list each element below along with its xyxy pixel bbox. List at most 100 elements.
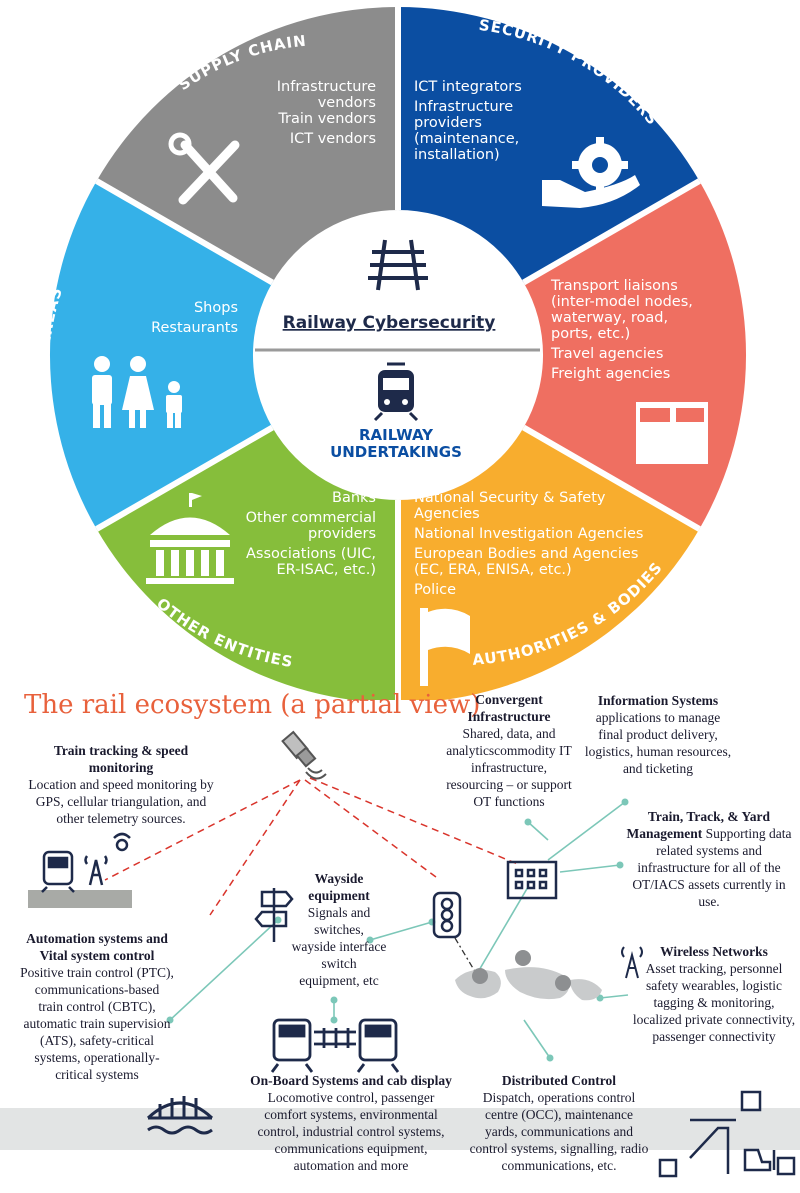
public-areas-item: Restaurants [151, 320, 238, 336]
information-systems-block: Information Systems applications to mana… [572, 692, 744, 777]
security-providers-item: providers [414, 115, 482, 131]
security-providers-item: (maintenance, [414, 131, 520, 147]
onboard-text: Locomotive control, passenger [267, 1090, 435, 1105]
distributed-text: control systems, signalling, radio [469, 1141, 649, 1156]
convergent-title: Infrastructure [467, 709, 551, 724]
public-areas-items: Shops Restaurants [140, 300, 238, 336]
onboard-text: communications equipment, [274, 1141, 428, 1156]
railway-track-icon [368, 239, 428, 291]
security-providers-item: ICT integrators [414, 79, 522, 95]
train-track-yard-text: infrastructure for all of the [637, 860, 781, 875]
family-icon [92, 356, 182, 428]
other-entities-item: providers [308, 526, 376, 542]
wayside-text: wayside interface [291, 939, 387, 954]
train-track-yard-text: OT/IACS assets currently in [632, 877, 786, 892]
wayside-text: Signals and [307, 905, 371, 920]
wayside-title: Wayside [314, 871, 364, 886]
delivery-chain-item: waterway, road, [551, 310, 669, 326]
center-subtitle-line1: RAILWAY [359, 426, 434, 444]
information-systems-text: and ticketing [622, 761, 694, 776]
delivery-chain-item: Freight agencies [551, 366, 671, 382]
hand-gear-icon [542, 137, 640, 208]
information-systems-text: final product delivery, [598, 727, 718, 742]
train-tracking-text: other telemetry sources. [56, 811, 186, 826]
security-providers-item: Infrastructure [414, 99, 514, 115]
distributed-text: yards, communications and [484, 1124, 634, 1139]
convergent-text: infrastructure, [470, 760, 548, 775]
automation-title: Vital system control [39, 948, 155, 963]
other-entities-item: Associations (UIC, [245, 546, 376, 562]
box-icon [636, 402, 708, 464]
segment-public-areas[interactable] [49, 181, 273, 529]
distributed-text: communications, etc. [501, 1158, 617, 1173]
train-tracking-text: GPS, cellular triangulation, and [35, 794, 207, 809]
train-track-yard-block: Train, Track, & Yard Management Supporti… [618, 808, 800, 910]
train-tracking-title: monitoring [88, 760, 154, 775]
public-areas-item: Shops [193, 300, 238, 316]
onboard-text: automation and more [293, 1158, 409, 1173]
supply-chain-item: Train vendors [278, 111, 376, 127]
segment-other-entities[interactable] [96, 427, 398, 701]
convergent-title: Convergent [475, 692, 543, 707]
delivery-chain-item: (inter-model nodes, [551, 294, 693, 310]
railway-cybersecurity-wheel: Railway Cybersecurity RAILWAY UNDERTAKIN… [49, 6, 747, 701]
security-providers-item: installation) [414, 147, 500, 163]
ecosystem-title: The rail ecosystem (a partial view) [24, 690, 481, 720]
authorities-bodies-item: Police [414, 582, 457, 598]
ground-strip [28, 890, 132, 908]
supply-chain-items: Infrastructure vendors Train vendors ICT… [230, 79, 376, 147]
segment-supply-chain[interactable] [96, 6, 398, 283]
other-entities-item: Other commercial [245, 510, 376, 526]
convergent-infrastructure-block: Convergent Infrastructure Shared, data, … [424, 691, 594, 810]
distributed-control-block: Distributed Control Dispatch, operations… [456, 1072, 662, 1174]
convergent-text: resourcing – or support [446, 777, 572, 792]
crane-forklift-icon [658, 1090, 796, 1178]
wireless-text: Asset tracking, personnel [645, 961, 783, 976]
wireless-tower-icon [621, 946, 643, 979]
tools-icon [168, 132, 240, 205]
information-systems-title: Information Systems [597, 693, 719, 708]
information-systems-text: applications to manage [595, 710, 721, 725]
delivery-chain-item: Transport liaisons [551, 278, 678, 294]
train-track-yard-text: Supporting data [705, 826, 792, 841]
wayside-text: switches, [314, 922, 364, 937]
other-entities-item: ER-ISAC, etc.) [276, 562, 376, 578]
authorities-bodies-item: National Investigation Agencies [414, 526, 644, 542]
wireless-text: localized private connectivity, [632, 1012, 796, 1027]
center-title: Railway Cybersecurity [283, 313, 496, 333]
flag-icon [420, 608, 470, 686]
delivery-chain-items: Transport liaisons (inter-model nodes, w… [551, 278, 711, 382]
delivery-chain-item: Travel agencies [551, 346, 664, 362]
authorities-bodies-item: European Bodies and Agencies [414, 546, 639, 562]
center-hub [255, 212, 541, 498]
convergent-text: OT functions [473, 794, 545, 809]
wayside-text: switch [321, 956, 357, 971]
wayside-title: equipment [308, 888, 370, 903]
train-track-yard-text: related systems and [656, 843, 762, 858]
onboard-title: On-Board Systems and cab display [250, 1073, 452, 1088]
authorities-bodies-item: Agencies [414, 506, 480, 522]
security-providers-items: ICT integrators Infrastructure providers… [414, 79, 564, 163]
train-tracking-text: Location and speed monitoring by [28, 777, 214, 792]
train-icon [373, 362, 419, 422]
wireless-text: passenger connectivity [652, 1029, 776, 1044]
information-systems-text: logistics, human resources, [584, 744, 732, 759]
authorities-bodies-item: (EC, ERA, ENISA, etc.) [414, 562, 572, 578]
convergent-text: analyticscommodity IT [446, 743, 572, 758]
distributed-text: Dispatch, operations control [482, 1090, 636, 1105]
wireless-text: safety wearables, logistic [645, 978, 783, 993]
segment-security-providers[interactable] [398, 6, 700, 283]
segment-authorities-bodies[interactable] [398, 427, 700, 701]
automation-systems-block: Automation systems and Vital system cont… [4, 930, 190, 1083]
train-track-yard-title: Train, Track, & Yard [647, 809, 771, 824]
world-map-icon [455, 950, 602, 1001]
center-subtitle-line2: UNDERTAKINGS [330, 443, 462, 461]
train-tracking-title: Train tracking & speed [53, 743, 189, 758]
automation-text: Positive train control (PTC), [20, 965, 174, 980]
signpost-icon [254, 888, 294, 942]
traffic-light-icon [432, 891, 462, 939]
supply-chain-item: Infrastructure [276, 79, 376, 95]
automation-text: communications-based [34, 982, 160, 997]
wayside-equipment-block: Wayside equipment Signals and switches, … [274, 870, 404, 989]
government-building-icon [146, 493, 234, 584]
